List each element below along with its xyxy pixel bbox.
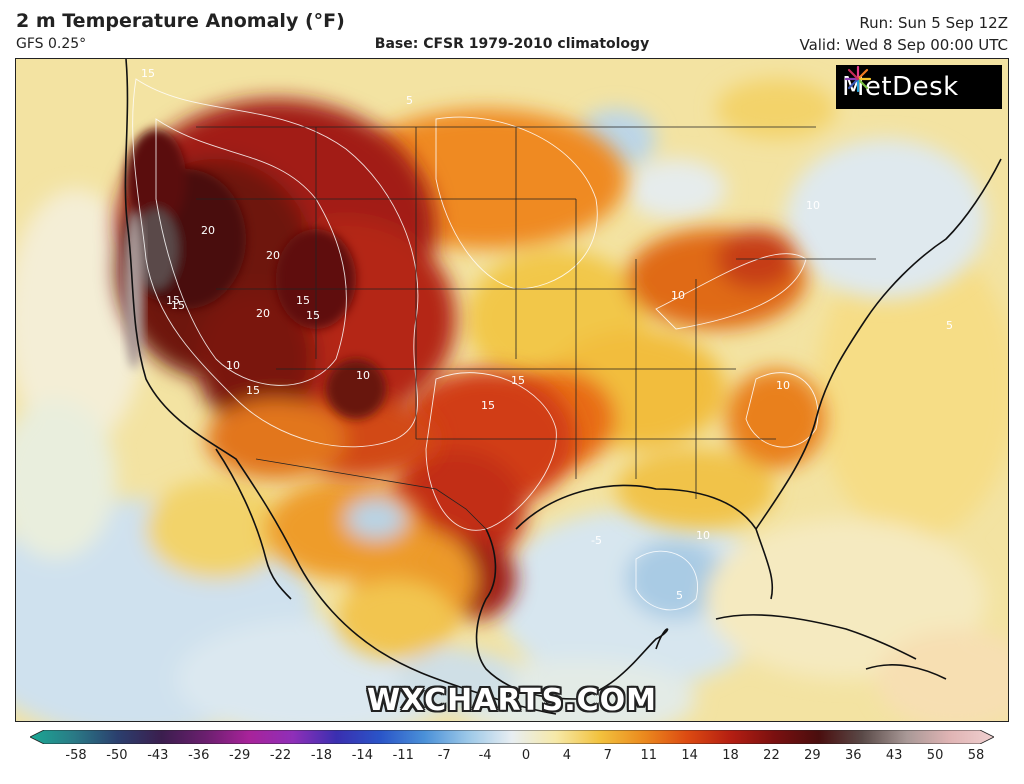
contour-label: 10 [671,289,685,302]
colorbar-tick-label: 50 [926,748,944,763]
colorbar-tick-label: -58 [65,748,87,763]
pacific-coast-strip-fill [124,209,144,369]
colorbar-tick-label: 58 [967,748,985,763]
colorbar-tick-label: 0 [521,748,531,763]
colorbar-tick-labels: -58 -50 -43 -36 -29 -22 -18 -14 -11 -7 -4 0 4 7 11 14 18… [0,748,1024,768]
contour-label: 5 [406,94,413,107]
contour-label: 10 [696,529,710,542]
colorbar-tick-label: -29 [229,748,251,763]
contour-label: 15 [511,374,525,387]
mexico-anomaly-fill [266,479,516,709]
contour-label: 20 [201,224,215,237]
wxcharts-watermark: WXCHARTS.COM [366,683,658,718]
western-core-fill [126,129,386,419]
contour-label: 10 [226,359,240,372]
coastlines [124,59,1002,715]
colorbar-tick-label: 22 [763,748,780,763]
base-climatology-label: Base: CFSR 1979-2010 climatology [374,36,650,52]
valid-time-label: Valid: Wed 8 Sep 00:00 UTC [799,36,1008,54]
temperature-anomaly-map: 15 20 15 20 15 15 20 10 15 15 10 15 10 10 10 5 5 5 -5 10 15 … [15,58,1009,722]
colorbar-tick-label: -18 [310,748,333,763]
contour-label: 5 [676,589,683,602]
chart-title: 2 m Temperature Anomaly (°F) [16,10,345,32]
colorbar-tick-label: 14 [681,748,698,763]
colorbar-tick-label: -22 [269,748,292,763]
colorbar-tick-label: -11 [392,748,414,763]
colorbar-tick-label: 4 [562,748,572,763]
contour-label: 15 [171,299,185,312]
contour-label: 15 [246,384,260,397]
pacific-anomaly-fill [16,189,456,721]
colorbar-tick-label: -4 [478,748,492,763]
contour-label: 15 [481,399,495,412]
colorbar-tick-label: -36 [188,748,210,763]
colorbar-tick-label: 43 [885,748,903,763]
colorbar-bar [30,730,994,744]
colorbar-tick-label: 36 [844,748,862,763]
metdesk-logo: MetDesk [836,65,1002,109]
colorbar-tick-label: -7 [437,748,451,763]
colorbar-tick-label: -14 [351,748,373,763]
colorbar-tick-label: 29 [804,748,821,763]
contour-label: 10 [356,369,370,382]
model-label: GFS 0.25° [16,36,87,52]
colorbar-tick-label: 18 [722,748,739,763]
contour-label: 20 [256,307,270,320]
contour-label: -5 [591,534,602,547]
contour-label: 15 [166,294,180,307]
contour-label: 5 [946,319,953,332]
colorbar-tick-label: -50 [106,748,128,763]
colorbar-tick-label: 11 [640,748,657,763]
contour-label: 10 [776,379,790,392]
political-borders [196,126,876,530]
colorbar-tick-label: -43 [147,748,169,763]
colorbar [30,730,994,744]
metdesk-starburst-icon [844,65,872,93]
contour-label: 15 [141,67,155,80]
run-time-label: Run: Sun 5 Sep 12Z [859,14,1008,32]
gulf-atlantic-anomaly-fill [456,239,1008,721]
contour-label: 20 [266,249,280,262]
anomaly-contours [132,78,819,611]
colorbar-tick-label: 7 [603,748,612,763]
contour-label: 10 [806,199,820,212]
contour-label: 15 [296,294,310,307]
contour-label: 15 [306,309,320,322]
